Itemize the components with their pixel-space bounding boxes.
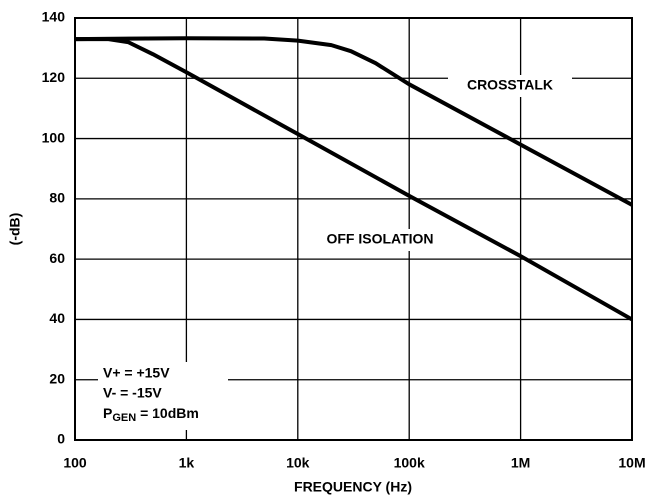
condition-part: GEN [112, 412, 136, 424]
label-background [448, 75, 572, 97]
x-tick-label: 1k [179, 455, 195, 471]
condition: V- = -15V [103, 385, 162, 401]
plot-frame [74, 17, 633, 441]
data-line [75, 37, 633, 322]
condition-part: = 10dBm [136, 405, 199, 421]
condition: PGEN = 10dBm [103, 405, 199, 424]
condition: V+ = +15V [103, 365, 170, 381]
y-tick-label: 20 [49, 370, 65, 386]
y-tick-label: 140 [42, 9, 66, 25]
y-axis-label: (-dB) [7, 213, 23, 246]
x-tick-label: 100 [63, 455, 87, 471]
y-tick-label: 100 [42, 129, 66, 145]
label-background [303, 229, 457, 251]
condition-part: P [103, 405, 112, 421]
y-tick-label: 120 [42, 69, 66, 85]
x-tick-label: 1M [511, 455, 530, 471]
y-tick-label: 0 [57, 431, 65, 447]
x-axis-label: FREQUENCY (Hz) [294, 479, 412, 495]
y-tick-label: 80 [49, 190, 65, 206]
series-label: OFF ISOLATION [326, 231, 433, 247]
series-label: CROSSTALK [467, 77, 553, 93]
y-tick-label: 60 [49, 250, 65, 266]
data-line [74, 36, 633, 207]
y-tick-label: 40 [49, 310, 65, 326]
conditions-background [98, 362, 228, 430]
x-tick-label: 10k [286, 455, 310, 471]
x-tick-label: 10M [618, 455, 645, 471]
x-tick-label: 100k [394, 455, 425, 471]
